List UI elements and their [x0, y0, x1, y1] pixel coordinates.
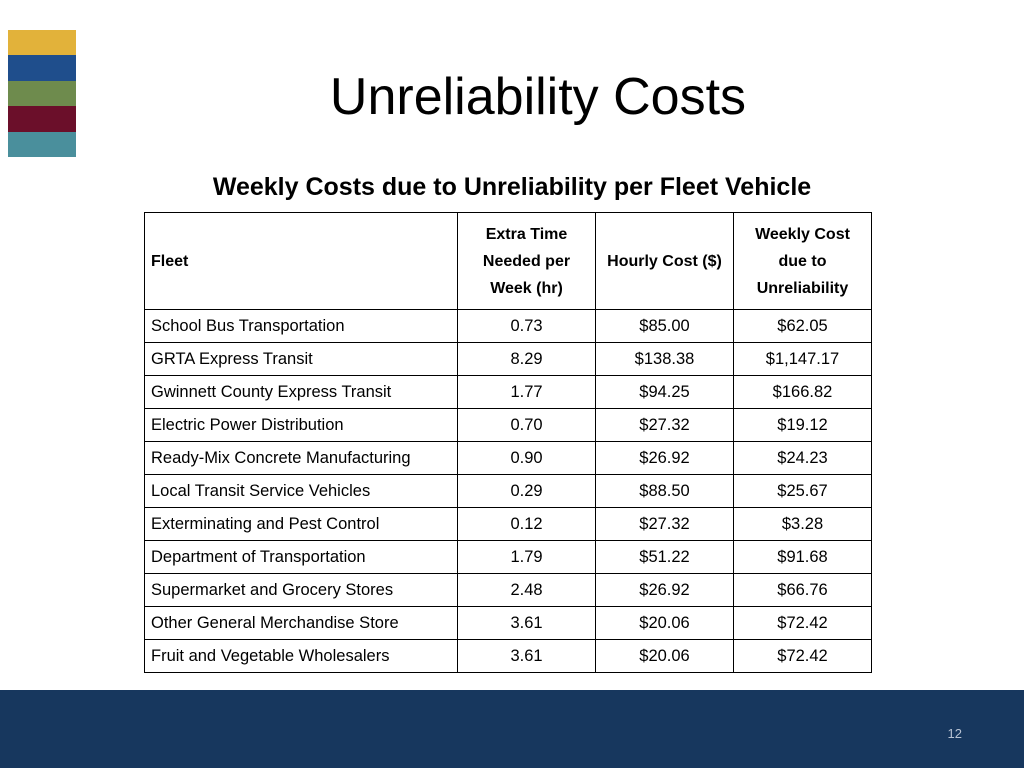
cell-weekly-cost: $91.68: [733, 540, 872, 574]
cell-weekly-cost: $62.05: [733, 309, 872, 343]
slide-title: Unreliability Costs: [329, 68, 747, 126]
cell-fleet: School Bus Transportation: [144, 309, 458, 343]
cell-fleet: Department of Transportation: [144, 540, 458, 574]
stripe-teal: [8, 131, 76, 157]
cell-fleet: Ready-Mix Concrete Manufacturing: [144, 441, 458, 475]
cell-extra-time: 0.12: [457, 507, 596, 541]
cell-extra-time: 2.48: [457, 573, 596, 607]
cell-hourly-cost: $94.25: [595, 375, 734, 409]
table-row: Exterminating and Pest Control 0.12 $27.32…: [144, 507, 872, 541]
cell-fleet: Gwinnett County Express Transit: [144, 375, 458, 409]
cell-fleet: Exterminating and Pest Control: [144, 507, 458, 541]
cell-weekly-cost: $72.42: [733, 606, 872, 640]
cell-extra-time: 3.61: [457, 606, 596, 640]
cell-hourly-cost: $26.92: [595, 441, 734, 475]
header-hourly-cost: Hourly Cost ($): [595, 212, 734, 310]
header-extra-time: Extra Time Needed per Week (hr): [457, 212, 596, 310]
cell-extra-time: 0.90: [457, 441, 596, 475]
table-row: Electric Power Distribution 0.70 $27.32 $19…: [144, 408, 872, 442]
cell-extra-time: 0.73: [457, 309, 596, 343]
cell-weekly-cost: $66.76: [733, 573, 872, 607]
table-row: School Bus Transportation 0.73 $85.00 $62.0…: [144, 309, 872, 343]
stripe-maroon: [8, 106, 76, 132]
cell-hourly-cost: $51.22: [595, 540, 734, 574]
table-row: Ready-Mix Concrete Manufacturing 0.90 $26.…: [144, 441, 872, 475]
table-row: Gwinnett County Express Transit 1.77 $94.2…: [144, 375, 872, 409]
stripe-blue: [8, 55, 76, 81]
cell-hourly-cost: $27.32: [595, 507, 734, 541]
cell-fleet: Fruit and Vegetable Wholesalers: [144, 639, 458, 673]
table-row: Department of Transportation 1.79 $51.22 $9…: [144, 540, 872, 574]
cell-hourly-cost: $138.38: [595, 342, 734, 376]
table-header-row: Fleet Extra Time Needed per Week (hr) Ho…: [144, 212, 872, 310]
cell-hourly-cost: $26.92: [595, 573, 734, 607]
header-fleet: Fleet: [144, 212, 458, 310]
cell-hourly-cost: $85.00: [595, 309, 734, 343]
header-weekly-cost: Weekly Cost due to Unreliability: [733, 212, 872, 310]
cell-fleet: Electric Power Distribution: [144, 408, 458, 442]
cell-weekly-cost: $24.23: [733, 441, 872, 475]
table-row: Supermarket and Grocery Stores 2.48 $26.92…: [144, 573, 872, 607]
table-row: Fruit and Vegetable Wholesalers 3.61 $20.0…: [144, 639, 872, 673]
cell-extra-time: 8.29: [457, 342, 596, 376]
table-caption: Weekly Costs due to Unreliability per Fl…: [212, 173, 812, 201]
table-row: GRTA Express Transit 8.29 $138.38 $1,147.17: [144, 342, 872, 376]
cell-hourly-cost: $20.06: [595, 639, 734, 673]
cell-fleet: Supermarket and Grocery Stores: [144, 573, 458, 607]
stripe-gold: [8, 30, 76, 56]
cell-fleet: GRTA Express Transit: [144, 342, 458, 376]
decorative-color-stripes: [8, 30, 76, 157]
cell-weekly-cost: $25.67: [733, 474, 872, 508]
cell-extra-time: 1.79: [457, 540, 596, 574]
cell-weekly-cost: $19.12: [733, 408, 872, 442]
table-row: Local Transit Service Vehicles 0.29 $88.50…: [144, 474, 872, 508]
cell-weekly-cost: $72.42: [733, 639, 872, 673]
cell-fleet: Local Transit Service Vehicles: [144, 474, 458, 508]
page-number: 12: [947, 726, 962, 741]
cell-extra-time: 0.70: [457, 408, 596, 442]
stripe-green: [8, 80, 76, 107]
cell-hourly-cost: $27.32: [595, 408, 734, 442]
cell-hourly-cost: $20.06: [595, 606, 734, 640]
cell-weekly-cost: $3.28: [733, 507, 872, 541]
cell-extra-time: 3.61: [457, 639, 596, 673]
cell-fleet: Other General Merchandise Store: [144, 606, 458, 640]
cell-weekly-cost: $1,147.17: [733, 342, 872, 376]
cell-extra-time: 1.77: [457, 375, 596, 409]
footer-bar: 12: [0, 690, 1024, 768]
cell-extra-time: 0.29: [457, 474, 596, 508]
cell-hourly-cost: $88.50: [595, 474, 734, 508]
cell-weekly-cost: $166.82: [733, 375, 872, 409]
table-body: School Bus Transportation 0.73 $85.00 $62.0…: [144, 309, 872, 673]
fleet-cost-table: Fleet Extra Time Needed per Week (hr) Ho…: [144, 212, 872, 673]
table-row: Other General Merchandise Store 3.61 $20.0…: [144, 606, 872, 640]
